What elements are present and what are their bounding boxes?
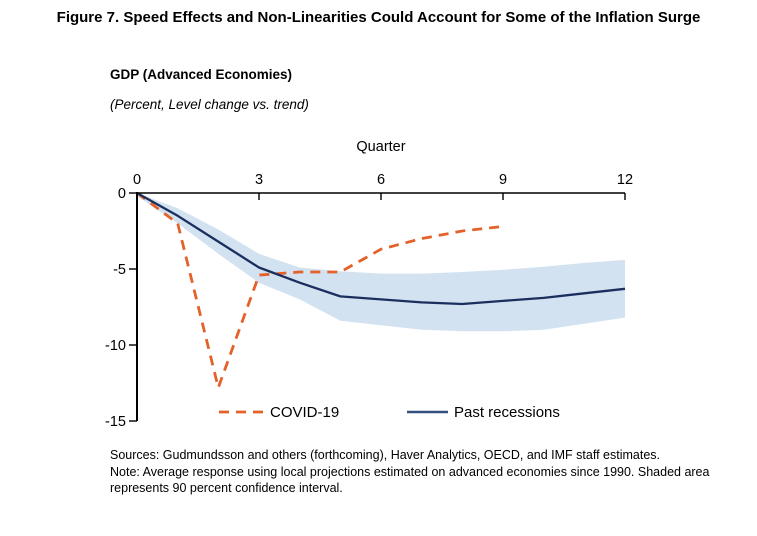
y-tick-label: 0 — [118, 186, 126, 202]
x-axis-title: Quarter — [356, 139, 405, 155]
x-tick-label: 3 — [255, 172, 263, 188]
legend-label-past-recessions: Past recessions — [454, 404, 560, 421]
chart-heading: GDP (Advanced Economies) — [110, 67, 293, 82]
x-tick-label: 9 — [499, 172, 507, 188]
y-tick-label: -15 — [105, 414, 126, 430]
y-tick-label: -10 — [105, 338, 126, 354]
x-tick-label: 0 — [133, 172, 141, 188]
y-tick-label: -5 — [113, 262, 126, 278]
axis-tick-labels: 0 3 6 9 12 0 -5 -10 -15 — [105, 172, 633, 430]
axis-ticks — [129, 192, 626, 422]
past-recessions-line — [136, 191, 626, 306]
x-tick-label: 6 — [377, 172, 385, 188]
covid-19-line — [136, 191, 504, 389]
legend-label-covid19: COVID-19 — [270, 404, 340, 421]
sources-text: Sources: Gudmundsson and others (forthco… — [110, 448, 660, 462]
footnotes: Sources: Gudmundsson and others (forthco… — [110, 447, 742, 497]
x-tick-label: 12 — [617, 172, 633, 188]
chart-subtitle: (Percent, Level change vs. trend) — [110, 97, 309, 112]
figure-title: Figure 7. Speed Effects and Non-Linearit… — [56, 9, 701, 26]
series-lines — [136, 191, 626, 389]
confidence-band — [137, 193, 625, 332]
note-text: Note: Average response using local proje… — [110, 464, 710, 496]
